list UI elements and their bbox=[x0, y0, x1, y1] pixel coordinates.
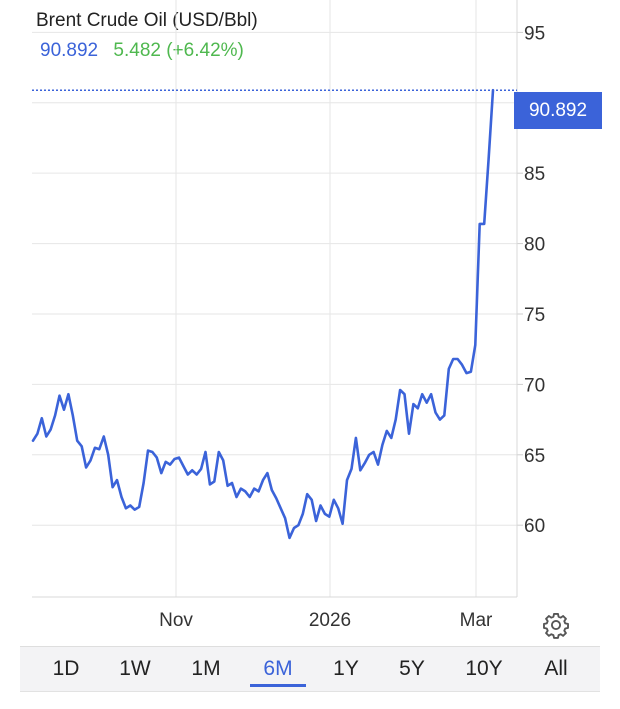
y-tick-label: 60 bbox=[524, 516, 545, 537]
y-tick-label: 85 bbox=[524, 164, 545, 185]
quote-summary: 90.892 5.482 (+6.42%) bbox=[40, 40, 244, 62]
range-1d-button[interactable]: 1D bbox=[52, 657, 80, 680]
range-5y-button[interactable]: 5Y bbox=[399, 657, 425, 680]
price-change: 5.482 (+6.42%) bbox=[113, 40, 244, 61]
grid-lines bbox=[32, 0, 523, 597]
last-price-badge: 90.892 bbox=[514, 92, 602, 129]
price-series-line bbox=[31, 88, 495, 540]
x-axis-labels: Nov 2026 Mar bbox=[159, 610, 493, 631]
range-all-button[interactable]: All bbox=[544, 657, 568, 680]
y-tick-label: 70 bbox=[524, 375, 545, 396]
y-tick-label: 95 bbox=[524, 23, 545, 44]
range-10y-button[interactable]: 10Y bbox=[465, 657, 503, 680]
y-tick-label: 80 bbox=[524, 235, 545, 256]
y-tick-label: 75 bbox=[524, 305, 545, 326]
x-tick-label: Nov bbox=[159, 610, 193, 631]
chart-title: Brent Crude Oil (USD/Bbl) bbox=[36, 10, 258, 31]
last-price: 90.892 bbox=[40, 40, 99, 61]
price-chart[interactable]: 60 65 70 75 80 85 95 Nov 2026 Mar bbox=[0, 0, 620, 640]
gear-icon[interactable] bbox=[542, 611, 570, 639]
x-tick-label: 2026 bbox=[309, 610, 351, 631]
range-6m-button[interactable]: 6M bbox=[248, 647, 308, 691]
x-tick-label: Mar bbox=[460, 610, 493, 631]
range-1w-button[interactable]: 1W bbox=[119, 657, 151, 680]
y-tick-label: 65 bbox=[524, 446, 545, 467]
range-selector: 1D 1W 1M 6M 1Y 5Y 10Y All bbox=[20, 646, 600, 692]
y-axis-labels: 60 65 70 75 80 85 95 bbox=[524, 23, 545, 537]
range-1y-button[interactable]: 1Y bbox=[333, 657, 359, 680]
range-1m-button[interactable]: 1M bbox=[191, 657, 221, 680]
